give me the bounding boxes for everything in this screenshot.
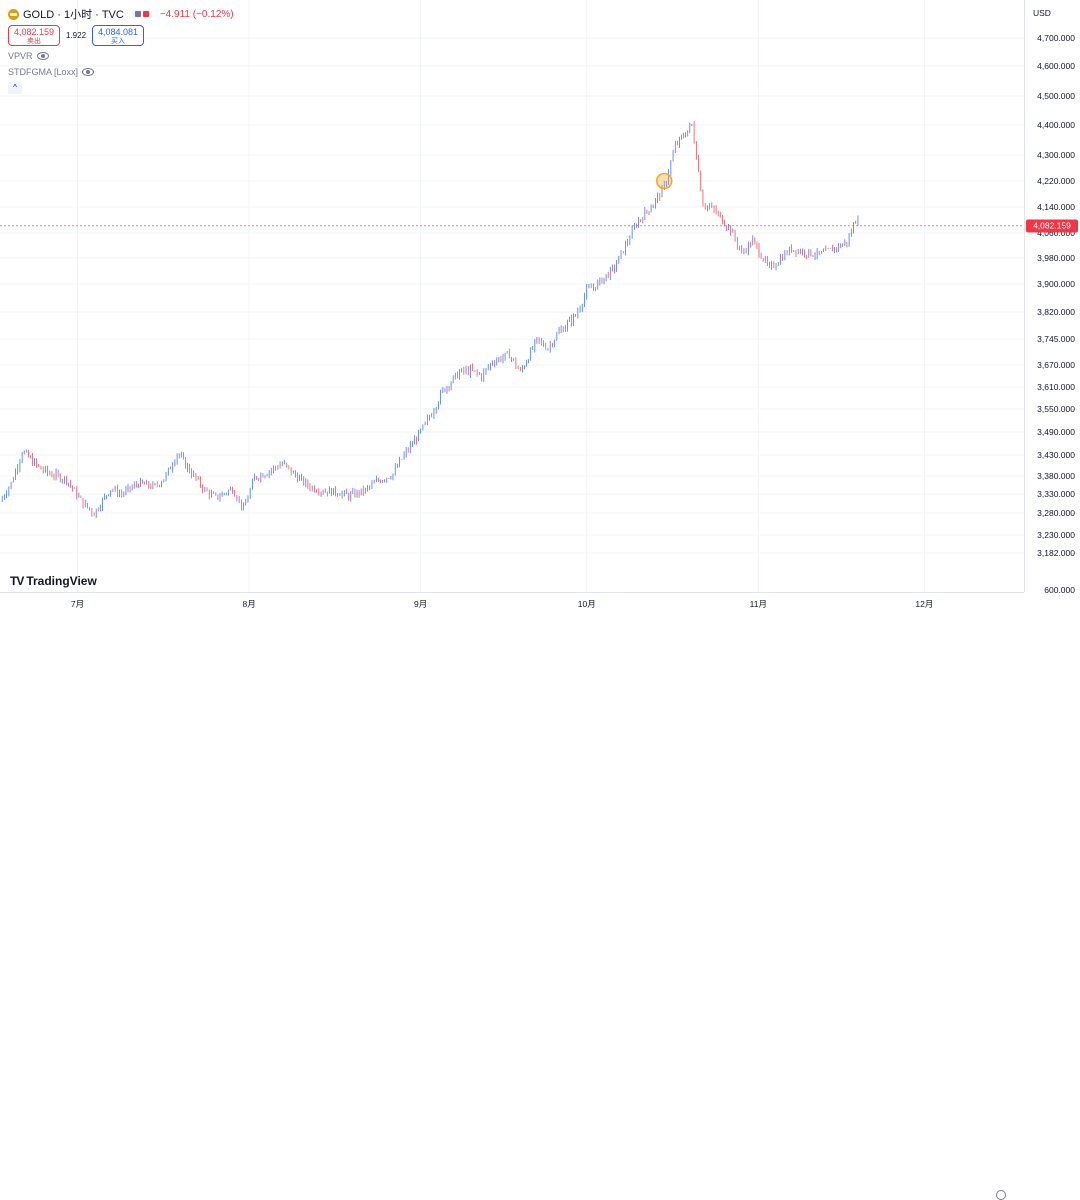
indicator-stdfgma-label: STDFGMA [Loxx] xyxy=(8,67,79,77)
last-price-tag: 4,082.159 xyxy=(1026,219,1078,233)
volume-scale-tick: 600.000 xyxy=(1044,585,1075,595)
chart-plot-area[interactable]: GOLD · 1小时 · TVC −4.911 (−0.12%) 4,082.1… xyxy=(0,0,1024,592)
indicator-vpvr-label: VPVR xyxy=(8,51,33,61)
y-tick-label: 3,330.000 xyxy=(1037,489,1075,499)
y-tick-label: 4,060.000 xyxy=(1037,228,1075,238)
y-tick-label: 3,380.000 xyxy=(1037,471,1075,481)
sell-button[interactable]: 4,082.159 卖出 xyxy=(8,25,60,46)
y-tick-label: 3,900.000 xyxy=(1037,279,1075,289)
time-scale[interactable]: 7月 8月 9月 10月 11月 12月 xyxy=(0,592,1024,1200)
indicator-stdfgma[interactable]: STDFGMA [Loxx] xyxy=(8,66,234,78)
y-tick-label: 3,280.000 xyxy=(1037,508,1075,518)
chart-legend: GOLD · 1小时 · TVC −4.911 (−0.12%) 4,082.1… xyxy=(8,7,234,94)
price-chart-svg[interactable] xyxy=(0,0,1024,592)
buy-label: 买入 xyxy=(111,38,126,45)
eye-icon[interactable] xyxy=(82,68,95,76)
chart-annotations xyxy=(655,172,673,190)
price-change: −4.911 (−0.12%) xyxy=(159,8,234,20)
tradingview-logo[interactable]: TV TradingView xyxy=(10,574,97,588)
price-series xyxy=(1,121,859,518)
y-tick-label: 3,820.000 xyxy=(1037,307,1075,317)
y-tick-label: 4,600.000 xyxy=(1037,61,1075,71)
sell-label: 卖出 xyxy=(27,38,41,45)
y-tick-label: 3,430.000 xyxy=(1037,450,1075,460)
y-tick-label: 3,610.000 xyxy=(1037,382,1075,392)
y-tick-label: 3,670.000 xyxy=(1037,360,1075,370)
indicator-vpvr[interactable]: VPVR xyxy=(8,50,234,62)
market-status-icon xyxy=(134,11,141,17)
x-tick-label: 7月 xyxy=(70,599,85,609)
scale-settings-icon[interactable] xyxy=(996,1190,1006,1200)
y-tick-label: 4,300.000 xyxy=(1037,150,1075,160)
buy-price: 4,084.081 xyxy=(98,27,139,37)
x-tick-label: 8月 xyxy=(242,599,256,609)
y-tick-label: 3,490.000 xyxy=(1037,427,1075,437)
buy-button[interactable]: 4,084.081 买入 xyxy=(92,25,145,46)
y-tick-label: 4,400.000 xyxy=(1037,120,1075,130)
annotation-circle-marker[interactable] xyxy=(655,172,673,190)
eye-icon[interactable] xyxy=(36,52,49,60)
market-status-pill[interactable] xyxy=(131,10,152,18)
legend-collapse-button[interactable]: ^ xyxy=(8,82,22,94)
price-scale[interactable]: USD 4,700.000 4,600.000 4,500.000 4,400.000… xyxy=(1024,0,1080,595)
y-tick-label: 3,182.000 xyxy=(1037,548,1075,558)
x-tick-label: 11月 xyxy=(749,599,767,609)
y-tick-label: 4,700.000 xyxy=(1037,33,1075,43)
x-tick-label: 10月 xyxy=(577,599,596,609)
x-tick-label: 12月 xyxy=(915,599,934,609)
x-tick-label: 9月 xyxy=(414,599,428,609)
y-tick-label: 3,550.000 xyxy=(1037,404,1075,414)
y-tick-label: 4,500.000 xyxy=(1037,91,1075,101)
symbol-title[interactable]: GOLD · 1小时 · TVC xyxy=(23,9,124,21)
chart-grid xyxy=(0,0,1024,592)
currency-label[interactable]: USD xyxy=(1033,8,1051,18)
tradingview-name: TradingView xyxy=(26,574,97,588)
realtime-status-icon xyxy=(142,11,149,17)
gold-symbol-icon xyxy=(8,8,19,20)
y-tick-label: 3,230.000 xyxy=(1037,530,1075,540)
spread-value: 1.922 xyxy=(66,31,87,40)
tradingview-mark: TV xyxy=(10,574,24,588)
y-tick-label: 3,980.000 xyxy=(1037,253,1075,263)
y-tick-label: 4,140.000 xyxy=(1037,202,1075,212)
y-tick-label: 3,745.000 xyxy=(1037,334,1075,344)
sell-price: 4,082.159 xyxy=(13,27,55,37)
y-tick-label: 4,220.000 xyxy=(1037,176,1075,186)
